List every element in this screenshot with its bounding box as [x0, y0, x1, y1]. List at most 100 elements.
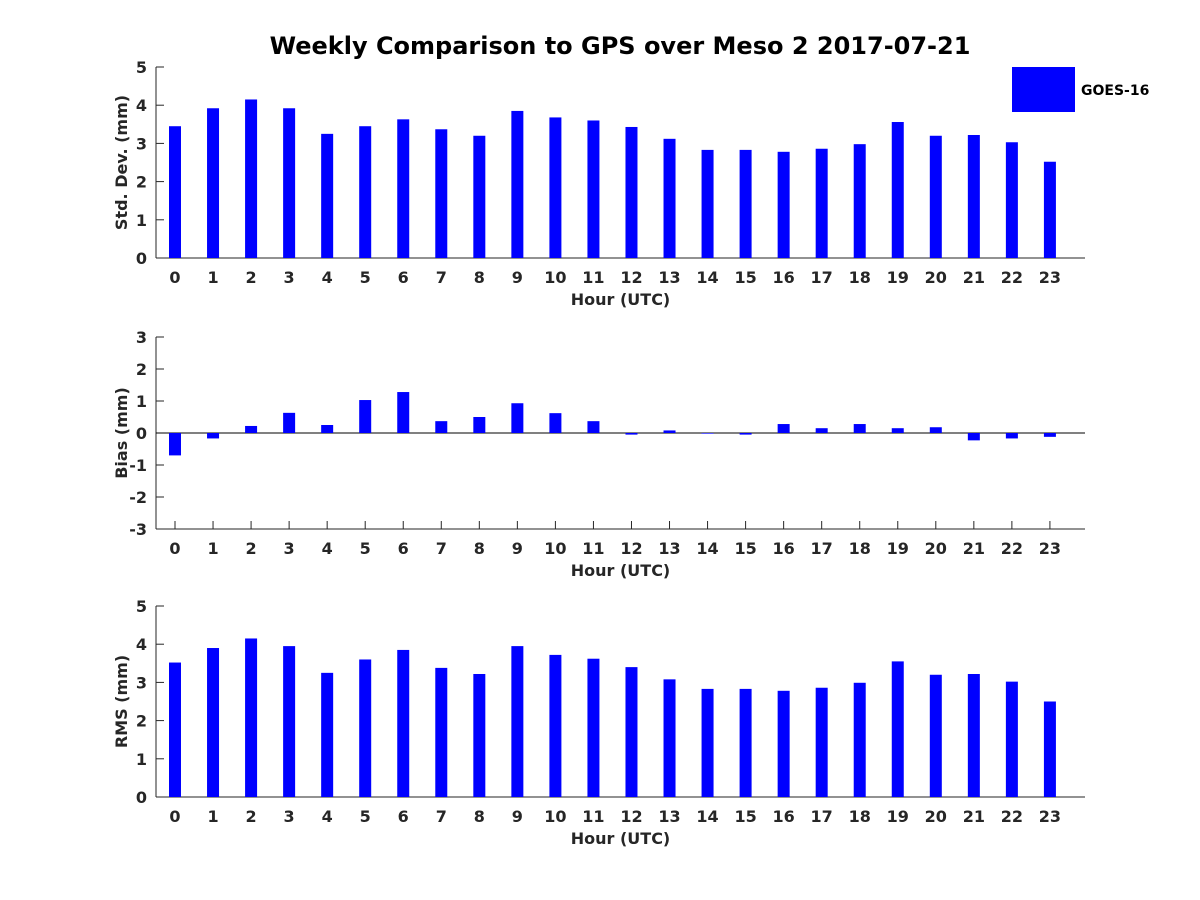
bias-x-tick-label: 6: [398, 539, 409, 558]
bias-y-axis-label: Bias (mm): [112, 387, 131, 479]
std-dev-bar-hour-3: [283, 108, 296, 258]
std-dev-x-tick-label: 4: [322, 268, 333, 287]
chart-title: Weekly Comparison to GPS over Meso 2 201…: [270, 32, 971, 60]
rms-y-tick-label: 0: [136, 788, 147, 807]
bias-bar-hour-11: [587, 421, 600, 433]
bias-y-tick-label: 0: [136, 424, 147, 443]
bias-bar-hour-12: [625, 433, 638, 435]
rms-x-tick-label: 16: [773, 807, 795, 826]
std-dev-x-tick-label: 2: [246, 268, 257, 287]
std-dev-y-tick-label: 3: [136, 134, 147, 153]
rms-bar-hour-3: [283, 646, 296, 797]
bias-bar-hour-8: [473, 417, 486, 433]
bias-bar-hour-9: [511, 403, 524, 433]
rms-x-tick-label: 13: [658, 807, 680, 826]
bias-y-tick-label: -2: [129, 488, 147, 507]
std-dev-bar-hour-23: [1043, 161, 1056, 258]
rms-y-axis-label: RMS (mm): [112, 655, 131, 748]
std-dev-x-tick-label: 6: [398, 268, 409, 287]
bias-x-tick-label: 22: [1001, 539, 1023, 558]
std-dev-y-axis-label: Std. Dev. (mm): [112, 95, 131, 230]
std-dev-x-tick-label: 10: [544, 268, 566, 287]
bias-bar-hour-20: [929, 427, 942, 433]
bias-bar-hour-4: [321, 425, 334, 433]
bias-x-tick-label: 19: [887, 539, 909, 558]
rms-bar-hour-14: [701, 688, 714, 797]
bias-x-tick-label: 13: [658, 539, 680, 558]
std-dev-bar-hour-9: [511, 110, 524, 259]
bias-bar-hour-10: [549, 413, 562, 433]
std-dev-bar-hour-5: [359, 126, 372, 259]
bias-bar-hour-14: [701, 433, 714, 434]
bias-x-tick-label: 14: [696, 539, 718, 558]
std-dev-bar-hour-12: [625, 126, 638, 258]
bias-x-tick-label: 17: [811, 539, 833, 558]
std-dev-x-tick-label: 13: [658, 268, 680, 287]
rms-bar-hour-9: [511, 646, 524, 797]
std-dev-bar-hour-7: [435, 129, 448, 258]
bias-x-tick-label: 10: [544, 539, 566, 558]
bias-x-tick-label: 11: [582, 539, 604, 558]
rms-x-tick-label: 18: [849, 807, 871, 826]
std-dev-bar-hour-17: [815, 148, 828, 258]
rms-x-tick-label: 6: [398, 807, 409, 826]
std-dev-x-tick-label: 5: [360, 268, 371, 287]
rms-x-tick-label: 22: [1001, 807, 1023, 826]
bias-x-tick-label: 1: [207, 539, 218, 558]
rms-x-tick-label: 3: [284, 807, 295, 826]
std-dev-bar-hour-1: [207, 108, 220, 258]
std-dev-x-tick-label: 17: [811, 268, 833, 287]
rms-bar-hour-19: [891, 661, 904, 797]
std-dev-bar-hour-6: [397, 119, 410, 258]
std-dev-bar-hour-13: [663, 138, 676, 258]
std-dev-y-tick-label: 2: [136, 173, 147, 192]
bias-y-tick-label: 3: [136, 328, 147, 347]
rms-bar-hour-6: [397, 649, 410, 797]
std-dev-bar-hour-11: [587, 120, 600, 258]
bias-bar-hour-17: [815, 428, 828, 433]
bias-bar-hour-23: [1043, 433, 1056, 437]
bias-bar-hour-3: [283, 412, 296, 433]
bias-bar-hour-21: [967, 433, 980, 441]
rms-y-tick-label: 2: [136, 712, 147, 731]
rms-x-tick-label: 19: [887, 807, 909, 826]
std-dev-x-tick-label: 0: [169, 268, 180, 287]
rms-bar-hour-21: [967, 673, 980, 797]
rms-bar-hour-7: [435, 667, 448, 797]
rms-bar-hour-4: [321, 672, 334, 797]
bias-x-tick-label: 15: [734, 539, 756, 558]
bias-bar-hour-6: [397, 392, 410, 433]
std-dev-x-tick-label: 23: [1039, 268, 1061, 287]
std-dev-x-tick-label: 1: [207, 268, 218, 287]
bias-bar-hour-7: [435, 421, 448, 433]
bias-x-tick-label: 20: [925, 539, 947, 558]
bias-x-tick-label: 18: [849, 539, 871, 558]
std-dev-bar-hour-2: [245, 99, 258, 258]
std-dev-bar-hour-14: [701, 149, 714, 258]
bias-x-tick-label: 3: [284, 539, 295, 558]
rms-x-tick-label: 23: [1039, 807, 1061, 826]
bias-x-tick-label: 2: [246, 539, 257, 558]
bias-bar-hour-19: [891, 428, 904, 433]
bias-bar-hour-16: [777, 424, 790, 433]
std-dev-x-tick-label: 21: [963, 268, 985, 287]
std-dev-bar-hour-20: [929, 135, 942, 258]
std-dev-x-tick-label: 16: [773, 268, 795, 287]
bias-bar-hour-0: [169, 433, 181, 456]
rms-y-tick-label: 3: [136, 673, 147, 692]
std-dev-x-tick-label: 19: [887, 268, 909, 287]
rms-bar-hour-10: [549, 654, 562, 797]
rms-bar-hour-11: [587, 658, 600, 797]
rms-x-tick-label: 20: [925, 807, 947, 826]
rms-bar-hour-13: [663, 679, 676, 797]
rms-bar-hour-8: [473, 673, 486, 797]
std-dev-bar-hour-4: [321, 133, 334, 258]
rms-x-tick-label: 17: [811, 807, 833, 826]
std-dev-bar-hour-0: [169, 126, 181, 259]
std-dev-bar-hour-19: [891, 122, 904, 259]
std-dev-y-tick-label: 1: [136, 211, 147, 230]
rms-x-tick-label: 10: [544, 807, 566, 826]
